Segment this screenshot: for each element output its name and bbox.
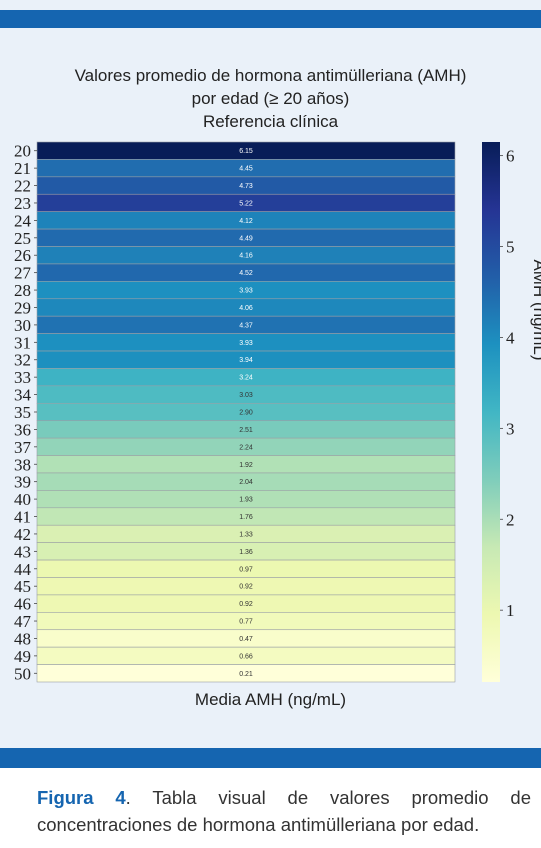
heatmap-chart: 6.15 4.45 4.73 5.22 4.12 4.49 4.16 4.52 3.93 4.06… [14, 141, 541, 683]
y-tick-label: 27 [14, 264, 32, 283]
caption-text: . Tabla visual de valores promedio de co… [37, 787, 531, 835]
y-tick-label: 44 [14, 560, 32, 579]
y-tick-label: 21 [14, 159, 31, 178]
cell-value-label: 4.45 [239, 166, 253, 173]
cell-value-label: 0.92 [239, 601, 253, 608]
cell-value-label: 3.24 [239, 375, 253, 382]
y-tick-label: 45 [14, 577, 31, 596]
y-tick-label: 32 [14, 351, 31, 370]
x-axis-label: Media AMH (ng/mL) [194, 690, 347, 709]
y-tick-label: 37 [14, 438, 32, 457]
colorbar [482, 142, 500, 682]
y-tick-label: 33 [14, 368, 31, 387]
y-tick-label: 35 [14, 403, 31, 422]
colorbar-tick-label: 5 [506, 238, 515, 257]
cell-value-label: 4.16 [239, 253, 253, 260]
cell-value-label: 1.36 [239, 549, 253, 556]
y-tick-label: 46 [14, 595, 31, 614]
cell-value-label: 1.92 [239, 462, 253, 469]
cell-value-label: 0.97 [239, 566, 253, 573]
cell-value-label: 4.37 [239, 322, 253, 329]
cell-value-label: 0.92 [239, 584, 253, 591]
y-tick-label: 29 [14, 298, 31, 317]
y-tick-label: 43 [14, 542, 31, 561]
top-accent-bar [0, 10, 541, 28]
chart-title-line-1: Valores promedio de hormona antimülleria… [74, 66, 467, 85]
caption-figure-label: Figura 4 [37, 787, 126, 808]
y-tick-label: 50 [14, 664, 31, 683]
colorbar-tick-label: 4 [506, 328, 515, 347]
y-tick-label: 30 [14, 316, 31, 335]
chart-title-line-3: Referencia clínica [202, 112, 339, 131]
cell-value-label: 3.94 [239, 357, 253, 364]
cell-value-label: 1.93 [239, 497, 253, 504]
y-tick-label: 49 [14, 647, 31, 666]
cell-value-label: 3.03 [239, 392, 253, 399]
colorbar-tick-label: 6 [506, 147, 515, 166]
y-tick-label: 26 [14, 246, 31, 265]
cell-value-label: 1.33 [239, 531, 253, 538]
y-tick-label: 22 [14, 177, 31, 196]
figure-caption: Figura 4. Tabla visual de valores promed… [37, 784, 531, 838]
cell-value-label: 2.90 [239, 410, 253, 417]
cell-value-label: 4.12 [239, 218, 253, 225]
y-tick-label: 38 [14, 455, 31, 474]
cell-value-label: 4.06 [239, 305, 253, 312]
cell-value-label: 0.21 [239, 671, 253, 678]
y-tick-label: 31 [14, 333, 31, 352]
y-tick-label: 39 [14, 473, 31, 492]
cell-value-label: 4.52 [239, 270, 253, 277]
cell-value-label: 0.66 [239, 653, 253, 660]
chart-title-line-2: por edad (≥ 20 años) [191, 89, 350, 108]
colorbar-label: AMH (ng/mL) [530, 259, 541, 360]
y-tick-label: 20 [14, 142, 31, 161]
cell-value-label: 3.93 [239, 340, 253, 347]
bottom-accent-bar [0, 748, 541, 768]
colorbar-tick-label: 1 [506, 601, 515, 620]
y-tick-label: 40 [14, 490, 31, 509]
y-tick-label: 47 [14, 612, 32, 631]
y-tick-label: 36 [14, 420, 31, 439]
cell-value-label: 4.49 [239, 235, 253, 242]
colorbar-tick-label: 3 [506, 419, 515, 438]
y-tick-label: 48 [14, 629, 31, 648]
cell-value-label: 0.77 [239, 619, 253, 626]
cell-value-label: 0.47 [239, 636, 253, 643]
colorbar-tick-label: 2 [506, 510, 515, 529]
cell-value-label: 6.15 [239, 148, 253, 155]
cell-value-label: 2.51 [239, 427, 253, 434]
cell-value-label: 4.73 [239, 183, 253, 190]
y-tick-label: 24 [14, 211, 32, 230]
cell-value-label: 2.04 [239, 479, 253, 486]
chart-title: Valores promedio de hormona antimülleria… [0, 64, 541, 133]
cell-value-label: 2.24 [239, 444, 253, 451]
cell-value-label: 1.76 [239, 514, 253, 521]
cell-value-label: 5.22 [239, 200, 253, 207]
cell-value-label: 3.93 [239, 288, 253, 295]
y-tick-label: 42 [14, 525, 31, 544]
y-tick-label: 23 [14, 194, 31, 213]
y-tick-label: 41 [14, 508, 31, 527]
y-tick-label: 34 [14, 386, 32, 405]
y-tick-label: 25 [14, 229, 31, 248]
y-tick-label: 28 [14, 281, 31, 300]
